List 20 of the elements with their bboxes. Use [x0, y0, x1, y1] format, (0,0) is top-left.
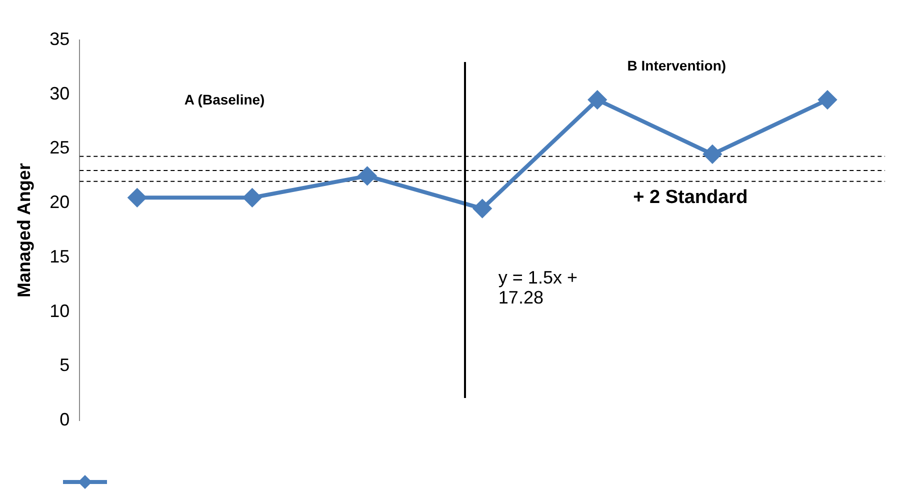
- annotation: y = 1.5x + 17.28: [498, 268, 578, 308]
- y-tick-label: 5: [60, 355, 70, 376]
- point: [128, 188, 146, 207]
- point: [473, 200, 492, 218]
- y-tick-label: 25: [50, 138, 70, 158]
- y-tick-label: 30: [50, 83, 70, 104]
- y-tick-label: 10: [50, 300, 70, 321]
- point: [818, 90, 836, 109]
- annotation: A (Baseline): [184, 92, 265, 108]
- point: [588, 90, 606, 109]
- y-tick-label: 15: [50, 246, 70, 266]
- point: [243, 188, 262, 207]
- y-tick-label: 20: [50, 192, 70, 212]
- y-tick-label: 35: [50, 28, 70, 49]
- point: [703, 145, 722, 164]
- point: [358, 166, 376, 185]
- ref-line-label: + 2 Standard: [633, 187, 748, 208]
- y-axis-title: Managed Anger: [14, 163, 34, 298]
- annotation: B Intervention): [627, 57, 726, 74]
- y-tick-label: 0: [60, 410, 70, 430]
